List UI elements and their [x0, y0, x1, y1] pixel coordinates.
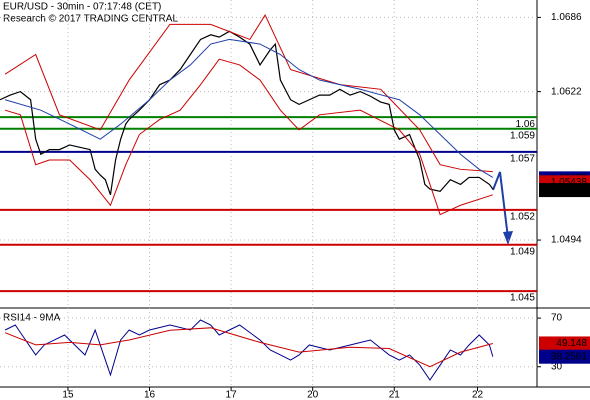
- series-line: [4, 38, 494, 178]
- value-box-label: 49.148: [556, 338, 587, 349]
- chart-title: EUR/USD - 30min - 07:17:48 (CET): [3, 2, 161, 13]
- level-label: 1.057: [510, 154, 535, 165]
- y-tick-label: 1.0494: [551, 235, 582, 246]
- series-line: [4, 58, 493, 216]
- series-line: [4, 319, 494, 381]
- forecast-arrow: [492, 171, 509, 239]
- y-tick-label: 1.0686: [551, 12, 582, 23]
- level-label: 1.045: [510, 293, 535, 304]
- value-box-label: 38.2561: [551, 351, 588, 362]
- y-tick-label: 1.0622: [551, 86, 582, 97]
- forecast-arrowhead: [503, 231, 513, 245]
- series-line: [0, 30, 494, 196]
- value-box: [539, 336, 590, 351]
- level-label: 1.049: [510, 246, 535, 257]
- level-label: 1.06: [516, 119, 536, 130]
- series-line: [4, 327, 493, 368]
- y-tick-label: 30: [551, 361, 563, 372]
- level-label: 1.052: [510, 212, 535, 223]
- value-box-label: 1.05371: [551, 185, 588, 196]
- x-tick-label: 20: [307, 390, 319, 400]
- x-tick-label: 22: [472, 390, 484, 400]
- level-label: 1.059: [510, 130, 535, 141]
- value-box: [539, 349, 590, 364]
- x-tick-label: 16: [144, 390, 156, 400]
- chart-subtitle: Research © 2017 TRADING CENTRAL: [3, 14, 178, 25]
- x-tick-label: 17: [226, 390, 238, 400]
- x-tick-label: 21: [389, 390, 401, 400]
- rsi-title: RSI14 - 9MA: [3, 313, 61, 324]
- series-line: [4, 14, 493, 173]
- value-box-label: 1.05438: [551, 177, 588, 188]
- x-tick-label: 15: [62, 390, 74, 400]
- y-tick-label: 70: [551, 313, 563, 324]
- value-box: [539, 183, 590, 198]
